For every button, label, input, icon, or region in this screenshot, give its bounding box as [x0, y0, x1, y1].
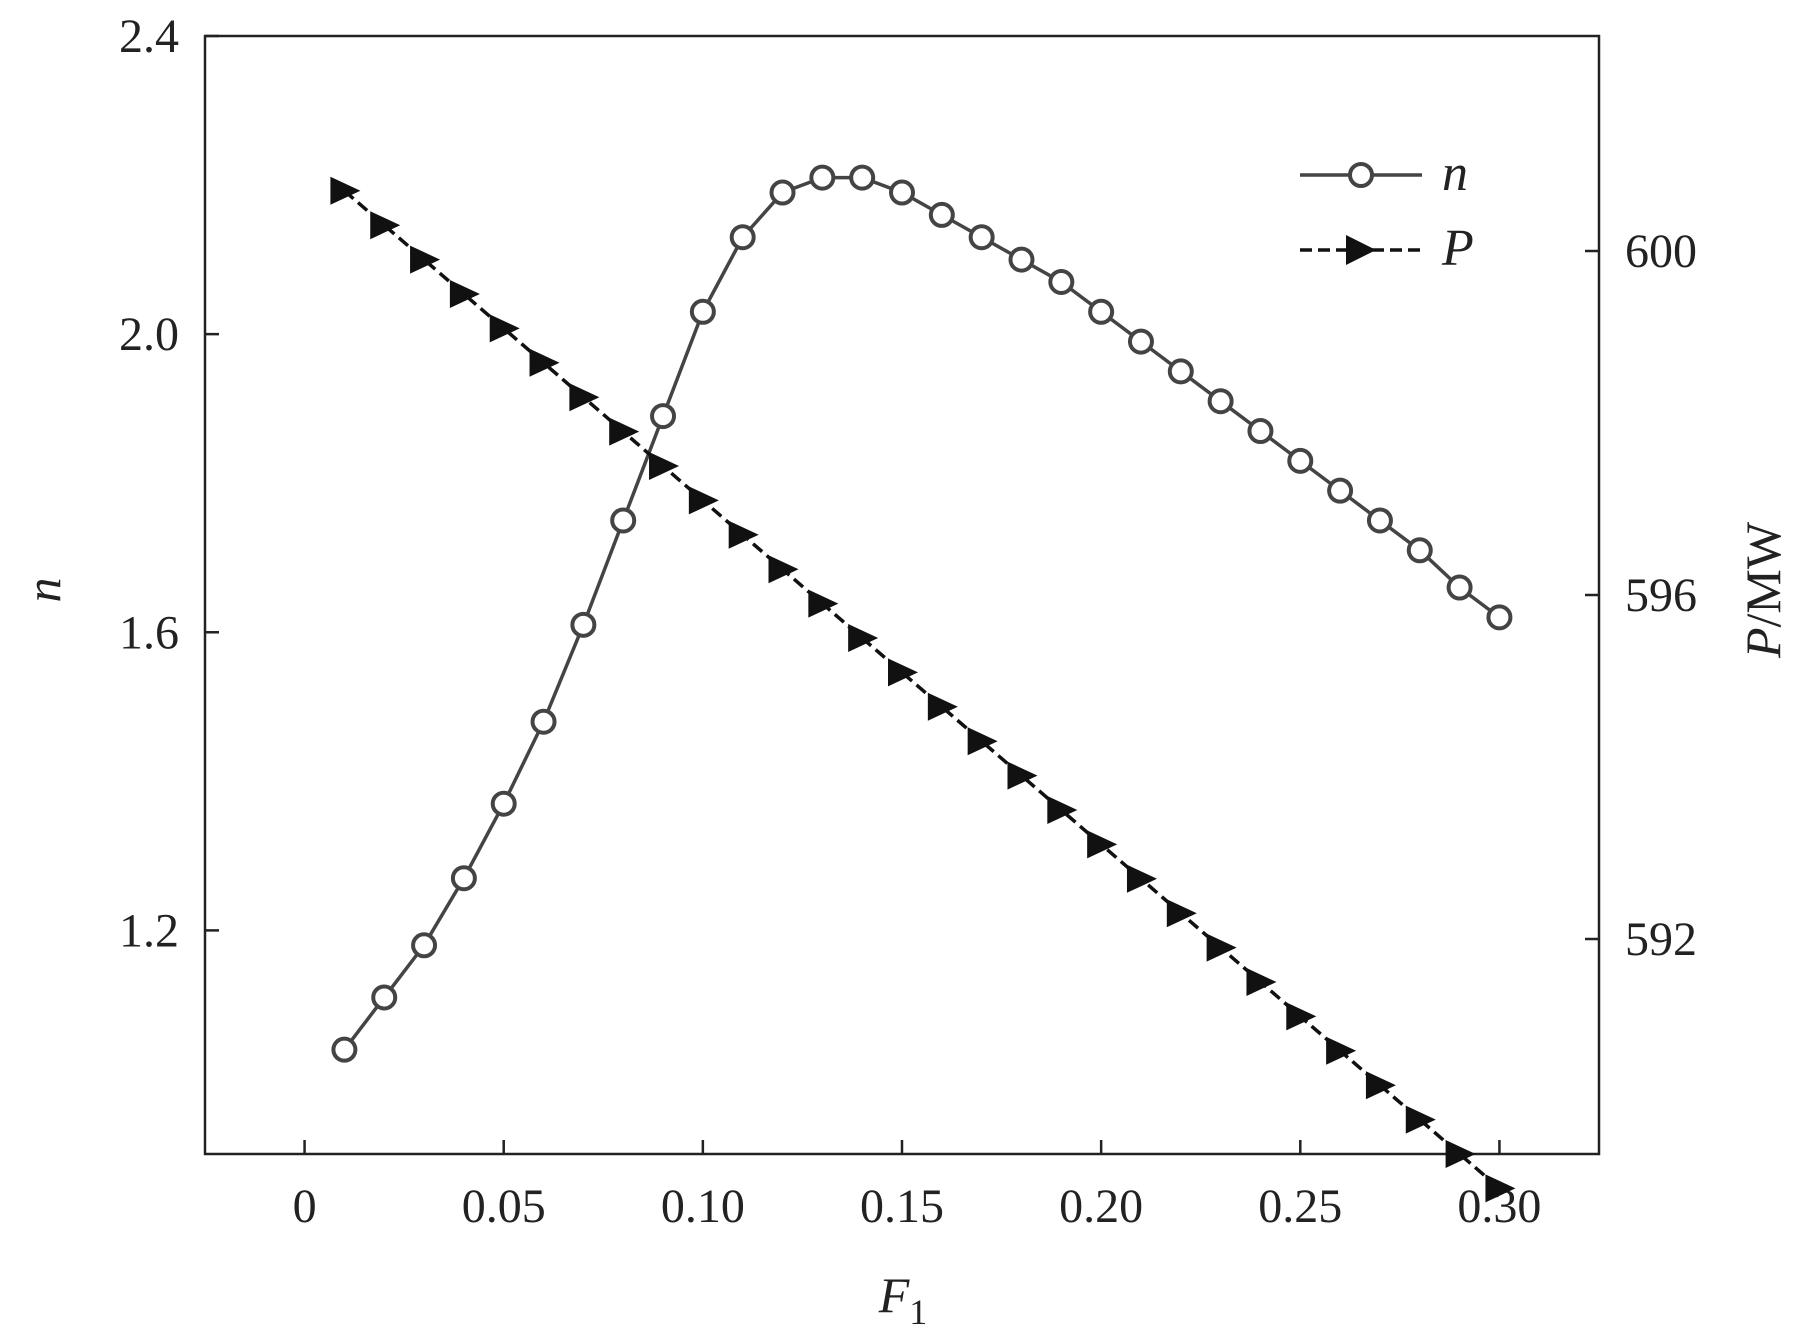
series-n-point-23 — [1247, 418, 1274, 445]
series-p-point-5 — [529, 348, 560, 377]
legend-n-marker — [1348, 162, 1374, 188]
series-n-point-1 — [371, 984, 398, 1011]
series-p-point-1 — [370, 211, 401, 240]
x-tick-label-1: 0.05 — [462, 1180, 546, 1233]
series-p-point-15 — [927, 692, 958, 721]
y-right-axis-ticks: 592 596 600 — [1585, 225, 1697, 966]
series-n-point-22 — [1207, 388, 1234, 415]
series-p-point-27 — [1405, 1105, 1436, 1134]
series-n-point-3 — [450, 865, 477, 892]
series-n-point-26 — [1366, 507, 1393, 534]
series-p-point-17 — [1007, 761, 1038, 790]
series-p-point-11 — [768, 555, 799, 584]
y-left-tick-label-3: 2.4 — [119, 10, 179, 63]
series-n-point-18 — [1048, 268, 1075, 295]
y-right-tick-label-2: 600 — [1625, 225, 1697, 278]
series-n — [331, 164, 1513, 1063]
series-n-point-14 — [889, 179, 915, 206]
series-n-point-6 — [570, 611, 597, 638]
y-left-tick-label-0: 1.2 — [119, 904, 179, 957]
series-p-point-9 — [688, 486, 719, 515]
series-n-point-7 — [610, 507, 637, 534]
x-tick-label-4: 0.20 — [1059, 1180, 1143, 1233]
series-p-point-4 — [489, 314, 520, 343]
series-n-point-9 — [689, 298, 716, 325]
legend: n P — [1300, 145, 1474, 277]
series-p-point-14 — [888, 658, 918, 687]
series-p-point-25 — [1326, 1036, 1357, 1065]
series-n-point-0 — [331, 1036, 358, 1063]
series-p-point-24 — [1286, 1002, 1317, 1031]
series-n-point-8 — [650, 403, 677, 430]
series-n-point-27 — [1406, 537, 1433, 564]
series-p-point-29 — [1485, 1174, 1516, 1203]
y-right-axis-title-symbol: P — [1735, 628, 1791, 660]
series-n-point-20 — [1127, 328, 1154, 355]
series-n-point-25 — [1327, 477, 1354, 504]
x-axis-title: F1 — [878, 1267, 928, 1332]
series-n-point-17 — [1008, 246, 1035, 273]
series-p-point-13 — [848, 624, 879, 652]
legend-p-marker — [1346, 235, 1376, 265]
y-left-axis-ticks: 1.2 1.6 2.0 2.4 — [119, 10, 219, 957]
x-axis-ticks: 0 0.05 0.10 0.15 0.20 0.25 0.30 — [293, 1140, 1541, 1233]
x-axis-title-subscript: 1 — [909, 1292, 927, 1332]
x-tick-label-5: 0.25 — [1258, 1180, 1342, 1233]
series-p-point-0 — [330, 176, 361, 205]
x-axis-title-main: F — [878, 1267, 910, 1323]
series-p-point-2 — [410, 245, 441, 274]
y-right-axis-title: P/MW — [1735, 521, 1791, 659]
series-p-point-3 — [449, 280, 480, 308]
y-left-axis-title: n — [15, 578, 71, 603]
series-n-point-10 — [729, 224, 756, 251]
y-right-tick-label-1: 596 — [1625, 569, 1697, 622]
y-right-axis-title-unit: /MW — [1735, 521, 1791, 627]
series-p-point-16 — [967, 727, 998, 756]
series-n-point-19 — [1088, 298, 1115, 325]
series-n-point-15 — [928, 201, 955, 228]
series-p-point-8 — [649, 452, 680, 480]
y-right-tick-label-0: 592 — [1625, 913, 1697, 966]
series-n-point-12 — [809, 164, 836, 191]
x-tick-label-0: 0 — [293, 1180, 317, 1233]
series-n-point-29 — [1486, 604, 1513, 631]
series-n-point-21 — [1167, 358, 1194, 385]
series-p-point-6 — [569, 383, 600, 412]
series-p-point-23 — [1246, 968, 1277, 996]
series-p-point-12 — [808, 589, 839, 618]
series-n-point-16 — [968, 224, 995, 251]
y-left-tick-label-2: 2.0 — [119, 308, 179, 361]
legend-p-label: P — [1441, 220, 1474, 277]
series-p-point-7 — [609, 417, 640, 446]
series-n-point-5 — [530, 708, 557, 735]
series-p-point-10 — [728, 520, 759, 549]
x-tick-label-2: 0.10 — [661, 1180, 745, 1233]
series-n-point-13 — [849, 164, 876, 191]
legend-n-label: n — [1442, 145, 1468, 202]
y-left-tick-label-1: 1.6 — [119, 606, 179, 659]
series-n-point-4 — [490, 790, 517, 817]
series-p-point-18 — [1047, 796, 1078, 824]
series-p — [330, 176, 1516, 1203]
series-p-point-28 — [1445, 1140, 1476, 1168]
x-tick-label-3: 0.15 — [860, 1180, 944, 1233]
series-p-point-19 — [1087, 830, 1118, 859]
series-p-point-21 — [1166, 899, 1197, 928]
series-p-point-20 — [1126, 864, 1157, 893]
series-n-point-11 — [769, 179, 796, 206]
series-n-point-2 — [411, 932, 438, 959]
series-p-point-22 — [1206, 933, 1237, 962]
series-n-point-24 — [1287, 447, 1314, 474]
series-n-point-28 — [1446, 574, 1473, 601]
series-p-point-26 — [1365, 1071, 1396, 1100]
series-n-line — [343, 175, 1501, 1051]
